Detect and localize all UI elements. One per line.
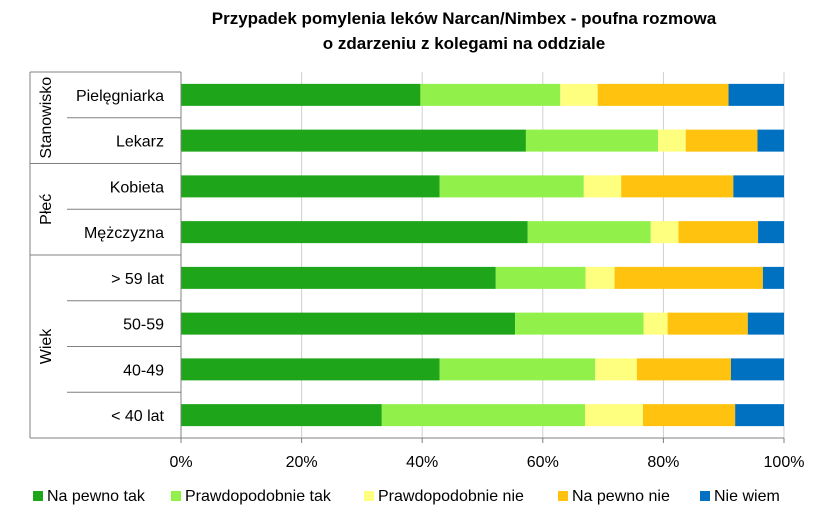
bar-segment xyxy=(515,312,644,335)
bar-segment xyxy=(762,266,784,289)
bar-segment xyxy=(657,129,686,152)
legend-swatch xyxy=(364,491,374,501)
legend-swatch xyxy=(33,491,43,501)
legend-label: Prawdopodobnie nie xyxy=(378,488,524,505)
x-tick-label: 0% xyxy=(169,454,192,471)
legend-item: Na pewno tak xyxy=(33,488,146,505)
category-label: 40-49 xyxy=(123,362,164,379)
group-label: Stanowisko xyxy=(38,77,55,159)
bar-segment xyxy=(728,83,784,106)
x-tick-label: 60% xyxy=(527,454,559,471)
category-label: Pielęgniarka xyxy=(76,88,164,105)
bar-segment xyxy=(181,129,526,152)
bar-segment xyxy=(583,175,622,198)
chart-title-line: Przypadek pomylenia leków Narcan/Nimbex … xyxy=(212,9,717,28)
bar-segment xyxy=(614,266,763,289)
bar-segment xyxy=(525,129,658,152)
x-tick-label: 20% xyxy=(286,454,318,471)
bar-segment xyxy=(560,83,598,106)
gridlines xyxy=(180,72,785,438)
group-label: Wiek xyxy=(38,328,55,365)
bar-segment xyxy=(181,221,528,244)
bar-segment xyxy=(181,83,421,106)
legend-label: Na pewno nie xyxy=(572,488,670,505)
category-label: < 40 lat xyxy=(111,408,164,425)
chart-title-line: o zdarzeniu z kolegami na oddziale xyxy=(323,34,605,53)
category-label: Kobieta xyxy=(110,179,164,196)
legend-item: Na pewno nie xyxy=(558,488,670,505)
chart-title: Przypadek pomylenia leków Narcan/Nimbex … xyxy=(212,9,717,53)
bar-segment xyxy=(181,266,496,289)
bar-segment xyxy=(667,312,748,335)
bar-segment xyxy=(181,175,440,198)
bar-segment xyxy=(439,358,596,381)
bar-segment xyxy=(621,175,734,198)
category-labels: Pielęgniarka Lekarz Kobieta Mężczyzna > 59 l… xyxy=(38,77,164,425)
bar-segment xyxy=(642,404,736,427)
bar-segment xyxy=(758,221,784,244)
bar-segment xyxy=(495,266,586,289)
x-tick-label: 100% xyxy=(764,454,805,471)
bar-segment xyxy=(439,175,584,198)
legend-label: Na pewno tak xyxy=(47,488,146,505)
bar-segment xyxy=(730,358,784,381)
bar-segment xyxy=(595,358,637,381)
legend-item: Prawdopodobnie tak xyxy=(171,488,332,505)
bar-segment xyxy=(650,221,679,244)
bar-segment xyxy=(181,358,440,381)
bar-segment xyxy=(181,312,516,335)
legend-item: Prawdopodobnie nie xyxy=(364,488,524,505)
bar-segment xyxy=(181,404,382,427)
category-label: 50-59 xyxy=(123,317,164,334)
legend-swatch xyxy=(558,491,568,501)
category-label: Lekarz xyxy=(116,134,164,151)
bar-segment xyxy=(685,129,758,152)
x-tick-label: 40% xyxy=(406,454,438,471)
legend-label: Prawdopodobnie tak xyxy=(185,488,332,505)
bar-segment xyxy=(381,404,586,427)
bar-segment xyxy=(585,404,643,427)
x-tick-label: 80% xyxy=(647,454,679,471)
legend-item: Nie wiem xyxy=(700,488,780,505)
bar-segment xyxy=(420,83,561,106)
bar-segment xyxy=(643,312,668,335)
bar-segment xyxy=(747,312,784,335)
legend-label: Nie wiem xyxy=(714,488,780,505)
bar-segment xyxy=(757,129,784,152)
bar-segment xyxy=(733,175,784,198)
legend-swatch xyxy=(700,491,710,501)
bar-segment xyxy=(585,266,615,289)
x-tick-labels: 0% 20% 40% 60% 80% 100% xyxy=(169,454,804,471)
category-label: > 59 lat xyxy=(111,271,164,288)
bar-segment xyxy=(527,221,651,244)
group-label: Płeć xyxy=(38,194,55,225)
bar-segment xyxy=(735,404,784,427)
category-label: Mężczyzna xyxy=(84,225,164,242)
bars xyxy=(181,83,784,427)
bar-segment xyxy=(597,83,729,106)
legend: Na pewno tak Prawdopodobnie tak Prawdopodo… xyxy=(33,488,780,505)
bar-segment xyxy=(678,221,759,244)
legend-swatch xyxy=(171,491,181,501)
axes xyxy=(29,71,785,443)
bar-segment xyxy=(636,358,731,381)
